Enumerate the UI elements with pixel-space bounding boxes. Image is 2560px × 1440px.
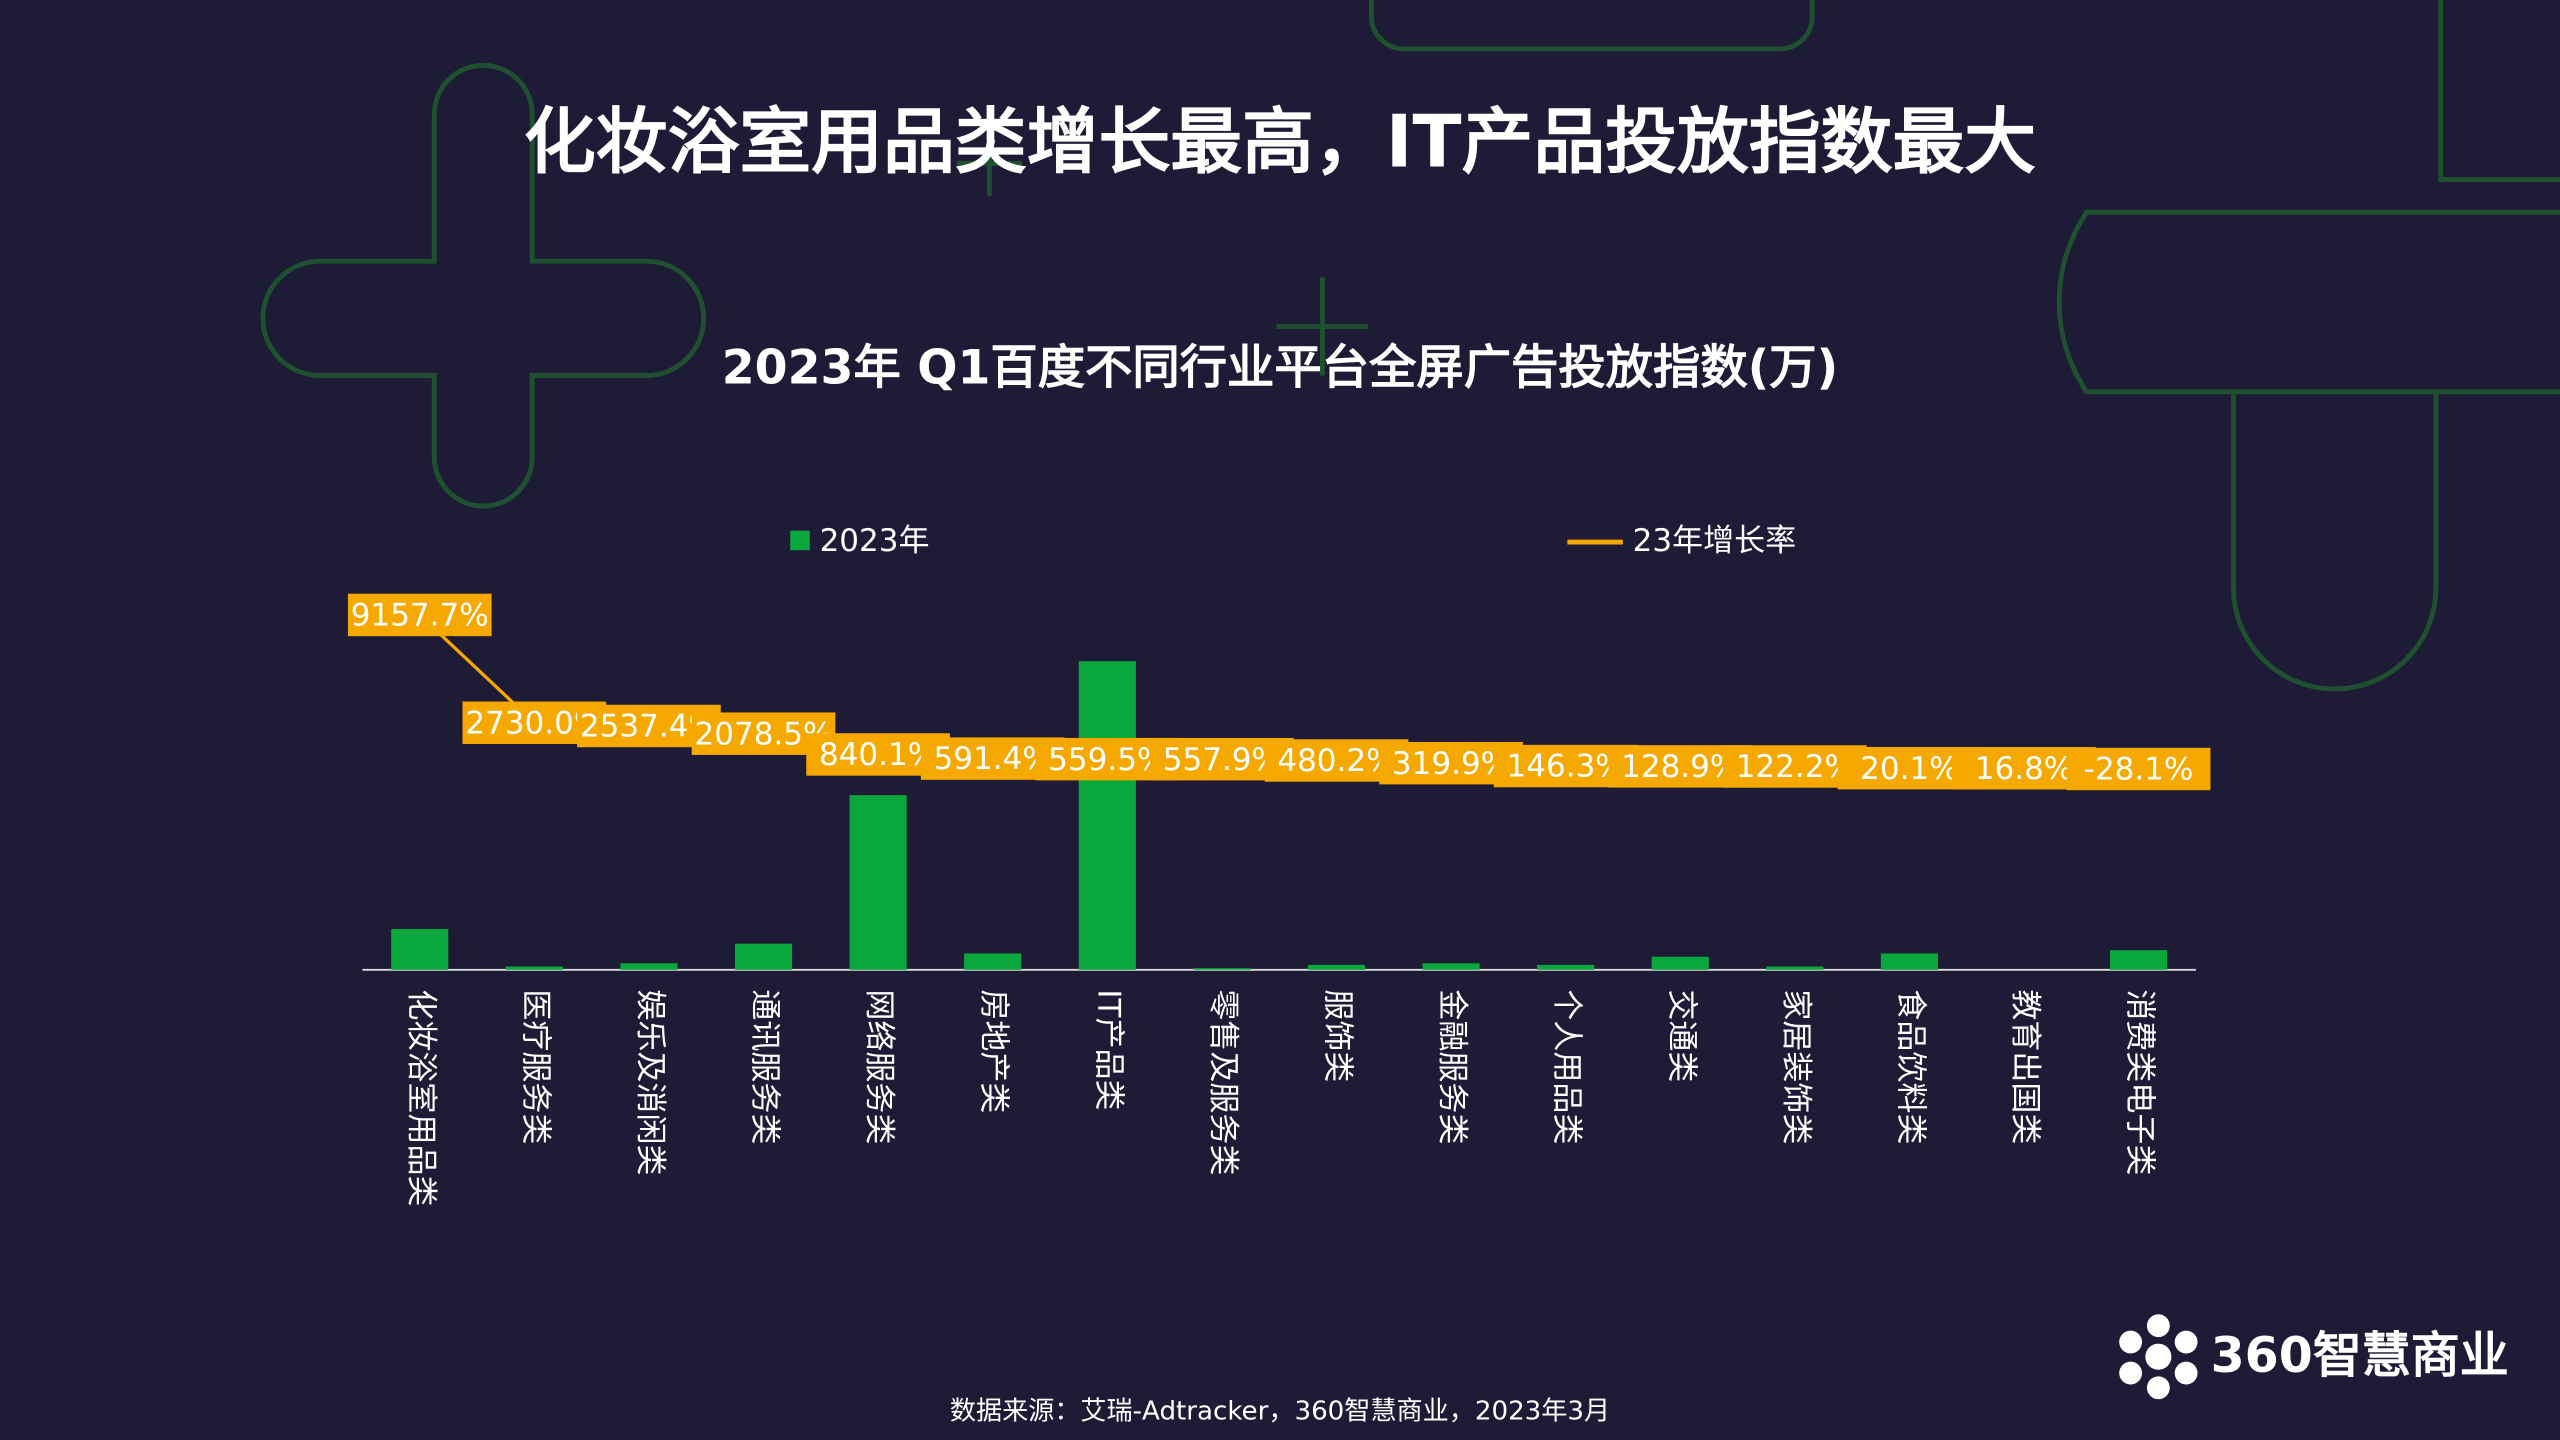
x-tick-label: 食品饮料类 — [1892, 989, 1928, 1144]
x-tick-label: 化妆浴室用品类 — [403, 989, 439, 1206]
data-label-text: 146.3% — [1507, 749, 1625, 785]
x-tick-label: 交通类 — [1663, 989, 1699, 1082]
x-tick-label: 消费类电子类 — [2122, 989, 2158, 1175]
bar — [734, 943, 793, 970]
data-label-text: 20.1% — [1860, 751, 1959, 787]
background-decoration — [260, 0, 2560, 692]
data-label-text: -28.1% — [2084, 752, 2194, 788]
x-tick-label: 零售及服务类 — [1205, 989, 1241, 1175]
bar — [1537, 964, 1595, 970]
logo-icon — [2119, 1314, 2198, 1400]
x-tick-label: 通讯服务类 — [747, 989, 783, 1144]
x-tick-label: 服饰类 — [1319, 989, 1355, 1082]
bar — [620, 963, 678, 970]
chart-title: 2023年 Q1百度不同行业平台全屏广告投放指数(万) — [722, 341, 1839, 396]
data-label: -28.1% — [2066, 747, 2211, 791]
headline: 化妆浴室用品类增长最高，IT产品投放指数最大 — [524, 99, 2036, 183]
bar — [1078, 661, 1136, 970]
x-tick-label: 教育出国类 — [2007, 989, 2043, 1144]
legend-label: 23年增长率 — [1633, 523, 1797, 559]
data-label-text: 16.8% — [1975, 751, 2074, 787]
data-label-text: 840.1% — [819, 737, 937, 773]
legend-label: 2023年 — [820, 523, 930, 559]
data-label: 840.1% — [806, 733, 950, 776]
bar — [849, 795, 907, 970]
bar — [391, 928, 449, 970]
data-label-box — [347, 593, 492, 637]
bar — [1766, 966, 1824, 970]
data-label-text: 9157.7% — [351, 598, 489, 634]
bar — [1422, 963, 1480, 970]
logo: 360智慧商业 — [2119, 1314, 2509, 1400]
x-tick-label: 个人用品类 — [1549, 989, 1585, 1144]
data-label: 9157.7% — [347, 593, 492, 637]
x-tick-label: IT产品类 — [1090, 989, 1126, 1110]
source-note: 数据来源：艾瑞-Adtracker，360智慧商业，2023年3月 — [950, 1397, 1610, 1427]
x-tick-label: 娱乐及消闲类 — [632, 989, 668, 1175]
bar — [2110, 950, 2168, 970]
data-label-box — [2066, 747, 2211, 791]
x-tick-label: 金融服务类 — [1434, 989, 1470, 1144]
bar — [1880, 953, 1939, 970]
data-label-text: 557.9% — [1163, 742, 1281, 778]
x-tick-label: 网络服务类 — [861, 989, 897, 1144]
bar — [964, 953, 1022, 970]
data-label-text: 128.9% — [1621, 749, 1739, 785]
x-tick-label: 家居装饰类 — [1778, 989, 1814, 1144]
data-label-text: 319.9% — [1392, 746, 1510, 782]
bar — [505, 966, 563, 970]
data-label-text: 480.2% — [1277, 743, 1395, 779]
bar — [1307, 964, 1366, 970]
bar — [1193, 968, 1251, 970]
data-label-text: 559.5% — [1048, 742, 1166, 778]
data-label-text: 591.4% — [934, 741, 1052, 777]
x-tick-label: 房地产类 — [976, 989, 1012, 1113]
legend-swatch — [790, 530, 810, 551]
bar — [1651, 956, 1709, 970]
x-tick-label: 医疗服务类 — [517, 989, 553, 1144]
logo-text: 360智慧商业 — [2211, 1327, 2509, 1384]
data-label-text: 122.2% — [1736, 749, 1854, 785]
